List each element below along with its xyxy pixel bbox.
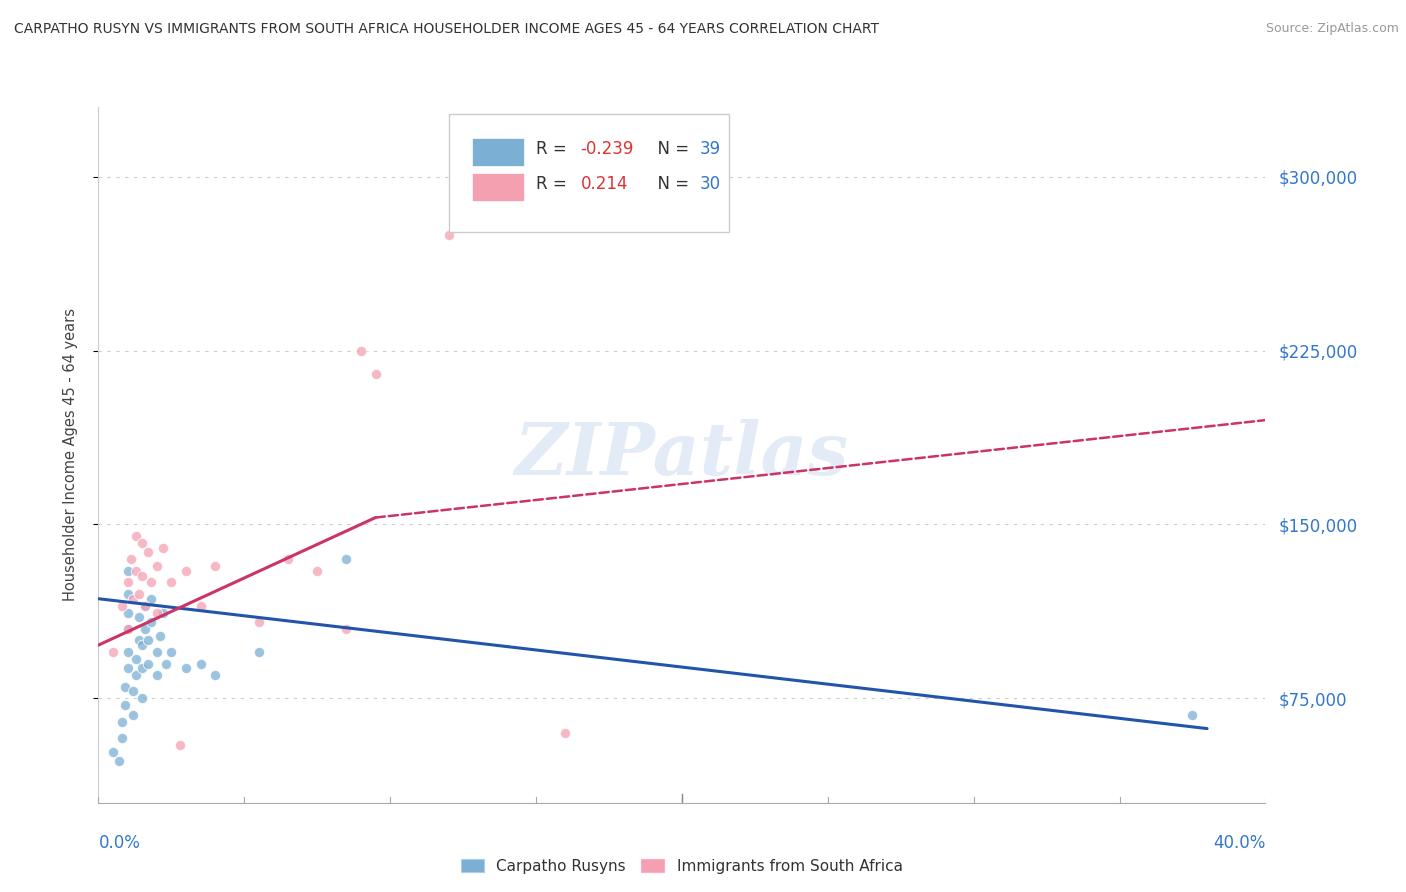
Text: N =: N = (647, 175, 695, 193)
Text: 0.214: 0.214 (581, 175, 628, 193)
Point (131, 536, 153, 550)
Text: 30: 30 (699, 175, 720, 193)
Y-axis label: Householder Income Ages 45 - 64 years: Householder Income Ages 45 - 64 years (63, 309, 77, 601)
Text: 39: 39 (699, 140, 720, 158)
Point (111, 599, 134, 613)
Point (134, 599, 156, 613)
Point (125, 529, 148, 543)
Point (128, 633, 150, 648)
Point (111, 731, 134, 745)
Point (131, 638, 153, 652)
Point (117, 661, 139, 675)
Point (169, 738, 191, 752)
Point (125, 668, 148, 682)
Point (146, 668, 169, 682)
Point (117, 564, 139, 578)
Bar (472, 138, 524, 166)
Point (136, 545, 159, 559)
Point (136, 657, 159, 671)
Point (114, 680, 136, 694)
Point (139, 615, 162, 629)
Point (190, 657, 212, 671)
Point (108, 754, 131, 768)
Point (117, 575, 139, 590)
Point (128, 610, 150, 624)
Point (117, 606, 139, 620)
Point (160, 575, 183, 590)
Point (149, 629, 172, 643)
Point (134, 599, 156, 613)
Point (111, 714, 134, 729)
Point (152, 606, 174, 620)
Point (120, 552, 142, 566)
Point (125, 652, 148, 666)
Point (125, 564, 148, 578)
Point (117, 622, 139, 636)
Point (128, 587, 150, 601)
Point (146, 606, 169, 620)
Legend: Carpatho Rusyns, Immigrants from South Africa: Carpatho Rusyns, Immigrants from South A… (456, 853, 908, 880)
Point (247, 615, 270, 629)
Text: 0.0%: 0.0% (98, 834, 141, 852)
Text: -0.239: -0.239 (581, 140, 634, 158)
Point (1181, 707, 1204, 722)
Point (364, 367, 387, 381)
Point (134, 622, 156, 636)
Point (136, 633, 159, 648)
Point (131, 661, 153, 675)
Point (146, 559, 169, 574)
Point (554, 726, 576, 740)
Point (146, 645, 169, 659)
Point (131, 691, 153, 706)
Text: 40.0%: 40.0% (1213, 834, 1265, 852)
Point (204, 559, 226, 574)
Point (122, 591, 145, 606)
Point (174, 661, 197, 675)
Point (117, 645, 139, 659)
Point (335, 622, 357, 636)
Point (122, 707, 145, 722)
Point (131, 568, 153, 582)
Text: N =: N = (647, 140, 695, 158)
Point (204, 668, 226, 682)
Text: Source: ZipAtlas.com: Source: ZipAtlas.com (1265, 22, 1399, 36)
Point (101, 745, 124, 759)
Point (114, 698, 136, 713)
Point (247, 645, 270, 659)
Text: R =: R = (536, 175, 572, 193)
Point (101, 645, 124, 659)
Point (122, 684, 145, 698)
Point (335, 552, 357, 566)
Point (437, 227, 460, 242)
Point (160, 645, 183, 659)
Point (117, 622, 139, 636)
Point (350, 343, 373, 358)
Point (307, 564, 329, 578)
Point (174, 564, 197, 578)
Text: ZIPatlas: ZIPatlas (515, 419, 849, 491)
Point (117, 587, 139, 601)
FancyBboxPatch shape (449, 114, 728, 232)
Point (152, 541, 174, 555)
Text: CARPATHO RUSYN VS IMMIGRANTS FROM SOUTH AFRICA HOUSEHOLDER INCOME AGES 45 - 64 Y: CARPATHO RUSYN VS IMMIGRANTS FROM SOUTH … (14, 22, 879, 37)
Bar (472, 173, 524, 201)
Point (139, 591, 162, 606)
Text: R =: R = (536, 140, 572, 158)
Point (155, 657, 177, 671)
Point (277, 552, 299, 566)
Point (190, 599, 212, 613)
Point (139, 575, 162, 590)
